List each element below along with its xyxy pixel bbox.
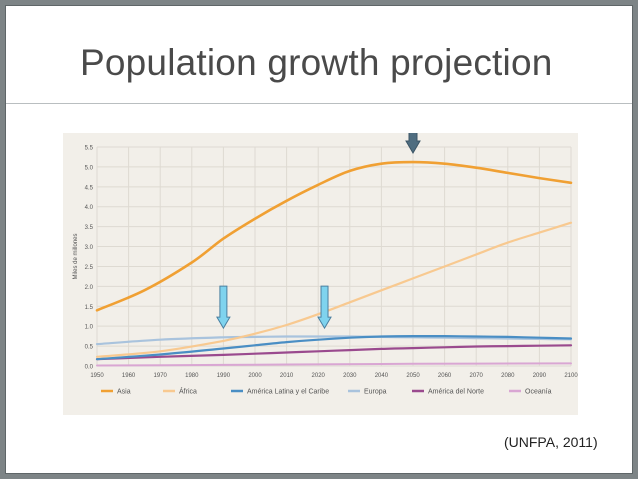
legend-label-europa: Europa — [364, 389, 387, 396]
x-tick-label: 2010 — [280, 373, 294, 379]
title-bar: Population growth projection — [6, 6, 632, 104]
y-tick-label: 1.0 — [85, 325, 94, 331]
x-tick-label: 1990 — [217, 373, 231, 379]
x-tick-label: 1960 — [122, 373, 136, 379]
series-line-america-latina-y-el-caribe — [95, 335, 573, 361]
annotation-arrow — [317, 285, 332, 330]
legend-label-asia: Asia — [117, 389, 131, 396]
y-tick-label: 5.5 — [85, 146, 94, 152]
y-tick-label: 2.5 — [85, 265, 94, 271]
x-tick-label: 2060 — [438, 373, 452, 379]
series-line-america-del-norte — [95, 344, 573, 361]
annotation-arrow — [216, 285, 231, 330]
x-tick-label: 2030 — [343, 373, 357, 379]
y-tick-label: 3.0 — [85, 245, 94, 251]
x-tick-label: 1980 — [185, 373, 199, 379]
x-tick-label: 2050 — [406, 373, 420, 379]
x-tick-label: 2020 — [312, 373, 326, 379]
legend-label-africa: África — [179, 387, 197, 396]
citation: (UNFPA, 2011) — [504, 434, 598, 450]
x-tick-label: 2090 — [533, 373, 547, 379]
y-tick-label: 2.0 — [85, 285, 94, 291]
series-line-asia — [95, 160, 573, 312]
series-line-oceania — [96, 362, 572, 367]
y-tick-label: 5.0 — [85, 165, 94, 171]
y-tick-label: 4.5 — [85, 185, 94, 191]
y-tick-label: 3.5 — [85, 225, 94, 231]
x-tick-label: 1950 — [90, 373, 104, 379]
x-tick-label: 2000 — [248, 373, 262, 379]
population-line-chart: 0.0 0.5 1.0 1.5 2.0 2.5 3.0 3.5 4.0 4.5 5.0 5.5 1950… — [73, 133, 578, 396]
annotation-arrow — [405, 133, 421, 154]
slide-title: Population growth projection — [80, 42, 553, 83]
slide-frame: Population growth projection 0.0 0.5 1.0 1.… — [6, 6, 632, 473]
x-tick-label: 2040 — [375, 373, 389, 379]
y-tick-label: 4.0 — [85, 205, 94, 211]
x-tick-label: 2070 — [470, 373, 484, 379]
x-tick-label: 2100 — [564, 373, 578, 379]
series-line-africa — [95, 221, 573, 358]
legend-label-oceania: Oceanía — [525, 389, 552, 396]
y-tick-label: 0.0 — [85, 365, 94, 371]
legend-label-america-latina-y-el-caribe: América Latina y el Caribe — [247, 389, 329, 396]
x-tick-label: 1970 — [154, 373, 168, 379]
x-tick-label: 2080 — [501, 373, 515, 379]
chart-panel: 0.0 0.5 1.0 1.5 2.0 2.5 3.0 3.5 4.0 4.5 5.0 5.5 1950… — [63, 133, 578, 415]
legend-label-america-del-norte: América del Norte — [428, 389, 484, 396]
y-tick-label: 1.5 — [85, 305, 94, 311]
y-tick-label: 0.5 — [85, 345, 94, 351]
y-axis-label: Miles de millones — [73, 233, 79, 279]
